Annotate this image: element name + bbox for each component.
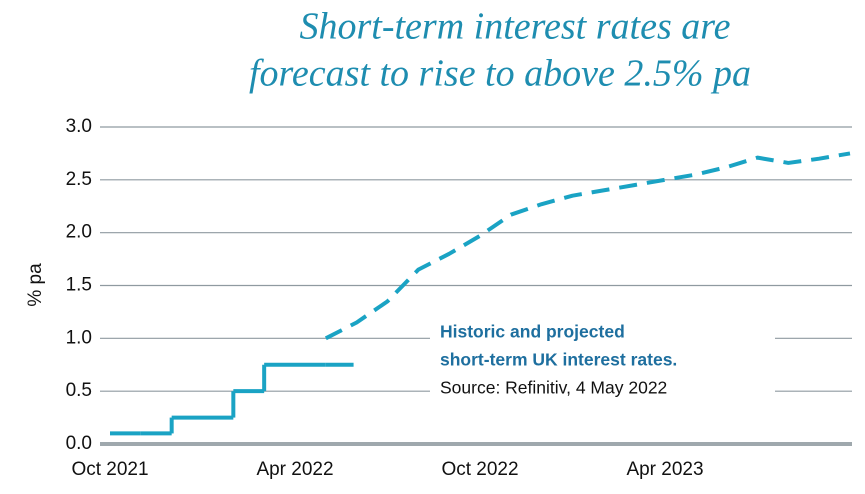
- x-tick-label: Oct 2021: [71, 459, 148, 480]
- chart-title: Short-term interest rates are: [300, 6, 731, 48]
- y-tick-label: 0.0: [66, 433, 92, 454]
- x-tick-label: Oct 2022: [441, 459, 518, 480]
- y-tick-label: 0.5: [66, 380, 92, 401]
- y-axis-label: % pa: [25, 263, 46, 307]
- y-tick-label: 2.0: [66, 222, 92, 243]
- y-tick-label: 1.0: [66, 327, 92, 348]
- annotation: short-term UK interest rates.: [440, 350, 677, 370]
- annotation: Source: Refinitiv, 4 May 2022: [440, 378, 667, 398]
- x-tick-label: Apr 2023: [626, 459, 703, 480]
- annotation-background: [430, 318, 775, 410]
- y-tick-label: 1.5: [66, 275, 92, 296]
- annotation: Historic and projected: [440, 322, 625, 342]
- line-series: [324, 151, 851, 341]
- x-tick-label: Apr 2022: [256, 459, 333, 480]
- chart-title: forecast to rise to above 2.5% pa: [249, 53, 751, 95]
- y-tick-label: 3.0: [66, 116, 92, 137]
- y-tick-label: 2.5: [66, 169, 92, 190]
